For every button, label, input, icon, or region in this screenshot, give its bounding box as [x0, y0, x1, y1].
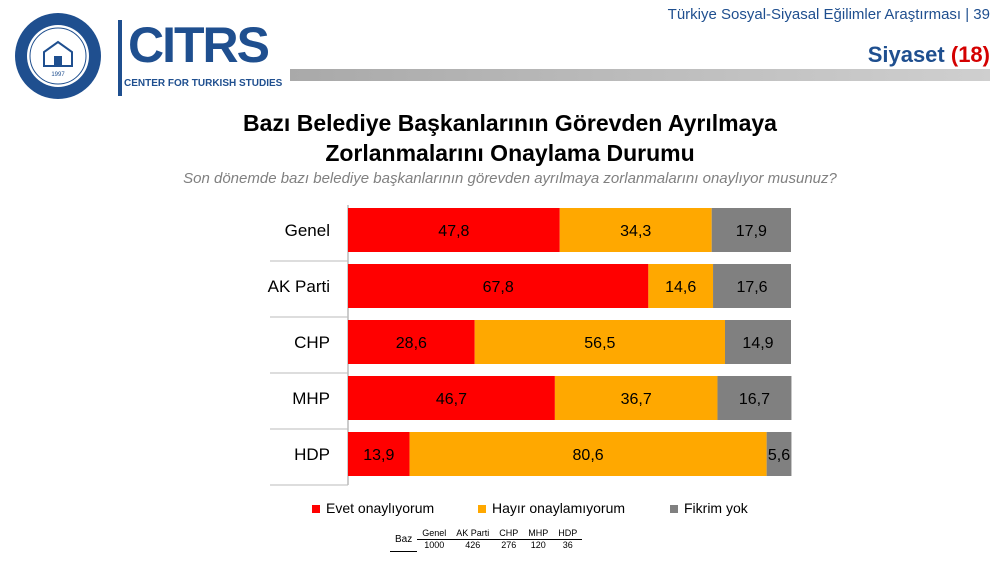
- base-value-hdp: 36: [562, 540, 573, 550]
- legend-swatch-hayir: [478, 505, 486, 513]
- section-number: (18): [950, 42, 990, 67]
- bar-chp-fikrim-yok: [724, 320, 791, 364]
- value-label-hdp-evet-onayliyorum: 13,9: [363, 447, 394, 464]
- value-label-ak-parti-evet-onayliyorum: 67,8: [483, 279, 514, 296]
- bar-mhp-evet-onayliyorum: [348, 376, 555, 420]
- base-value-chp: 276: [501, 540, 517, 550]
- base-header-genel: Genel: [417, 528, 452, 540]
- kadir-has-university-seal: 1997: [15, 13, 101, 99]
- value-label-chp-fikrim-yok: 14,9: [742, 335, 773, 352]
- legend-label-hayir: Hayır onaylamıyorum: [492, 500, 626, 516]
- category-label-chp: CHP: [294, 333, 330, 352]
- base-table: Baz Genel AK Parti CHP MHP HDP 1000 426 …: [390, 528, 583, 552]
- report-title: Türkiye Sosyal-Siyasal Eğilimler Araştır…: [667, 6, 990, 23]
- value-label-chp-evet-onayliyorum: 28,6: [396, 335, 427, 352]
- chart-title-line1: Bazı Belediye Başkanlarının Görevden Ayr…: [243, 110, 777, 136]
- base-header-mhp: MHP: [523, 528, 554, 540]
- bar-ak-parti-evet-onayliyorum: [348, 264, 649, 308]
- bar-chp-hayir-onaylamiyorum: [474, 320, 725, 364]
- bar-genel-evet-onayliyorum: [348, 208, 560, 252]
- base-header-hdp: HDP: [553, 528, 583, 540]
- section-title: Siyaset (18): [868, 42, 990, 68]
- citrs-subtitle: CENTER FOR TURKISH STUDIES: [124, 78, 283, 89]
- bar-hdp-hayir-onaylamiyorum: [409, 432, 767, 476]
- bar-mhp-fikrim-yok: [717, 376, 792, 420]
- base-value-genel: 1000: [424, 540, 445, 550]
- section-name: Siyaset: [867, 42, 945, 67]
- value-label-mhp-fikrim-yok: 16,7: [739, 391, 770, 408]
- chart-subtitle: Son dönemde bazı belediye başkanlarının …: [183, 170, 837, 187]
- value-label-genel-evet-onayliyorum: 47,8: [438, 223, 469, 240]
- legend-label-evet: Evet onaylıyorum: [326, 500, 435, 516]
- value-label-mhp-hayir-onaylamiyorum: 36,7: [621, 391, 652, 408]
- value-label-genel-hayir-onaylamiyorum: 34,3: [620, 223, 651, 240]
- legend-swatch-evet: [312, 505, 320, 513]
- value-label-hdp-hayir-onaylamiyorum: 80,6: [573, 447, 604, 464]
- logo-divider: [118, 20, 122, 96]
- bar-ak-parti-hayir-onaylamiyorum: [648, 264, 714, 308]
- value-label-genel-fikrim-yok: 17,9: [736, 223, 767, 240]
- bar-mhp-hayir-onaylamiyorum: [554, 376, 718, 420]
- bar-genel-hayir-onaylamiyorum: [559, 208, 712, 252]
- bar-ak-parti-fikrim-yok: [713, 264, 791, 308]
- category-label-genel: Genel: [285, 221, 330, 240]
- value-label-chp-hayir-onaylamiyorum: 56,5: [584, 335, 615, 352]
- bar-hdp-fikrim-yok: [766, 432, 792, 476]
- header-rule: [290, 69, 990, 81]
- base-value-ak-parti: 426: [465, 540, 481, 550]
- bar-chp-evet-onayliyorum: [348, 320, 475, 364]
- base-header-chp: CHP: [494, 528, 524, 540]
- base-header-ak-parti: AK Parti: [451, 528, 495, 540]
- chart-title-line2: Zorlanmalarını Onaylama Durumu: [325, 140, 695, 166]
- base-value-mhp: 120: [530, 540, 546, 550]
- seal-year: 1997: [51, 72, 65, 78]
- bar-genel-fikrim-yok: [711, 208, 791, 252]
- legend-label-fikrim-yok: Fikrim yok: [684, 500, 748, 516]
- value-label-mhp-evet-onayliyorum: 46,7: [436, 391, 467, 408]
- category-label-mhp: MHP: [292, 389, 330, 408]
- category-label-ak-parti: AK Parti: [268, 277, 330, 296]
- citrs-wordmark: CITRS: [128, 17, 270, 73]
- legend-swatch-fikrim-yok: [670, 505, 678, 513]
- value-label-ak-parti-fikrim-yok: 17,6: [736, 279, 767, 296]
- value-label-ak-parti-hayir-onaylamiyorum: 14,6: [665, 279, 696, 296]
- citrs-logo: CITRS CENTER FOR TURKISH STUDIES: [118, 17, 282, 96]
- base-label: Baz: [390, 528, 418, 552]
- value-label-hdp-fikrim-yok: 5,6: [768, 447, 790, 464]
- category-label-hdp: HDP: [294, 445, 330, 464]
- bar-hdp-evet-onayliyorum: [348, 432, 410, 476]
